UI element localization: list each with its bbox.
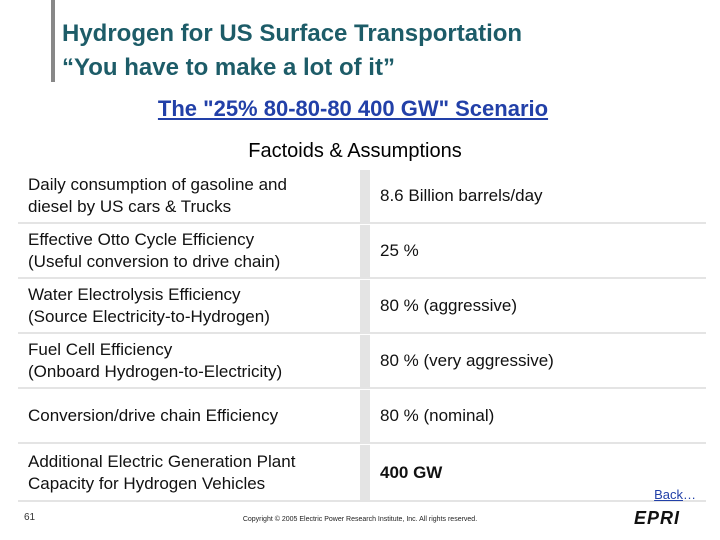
page-number: 61 [24, 512, 36, 523]
logo: EPRI [634, 508, 681, 528]
label-cell: Water Electrolysis Efficiency (Source El… [18, 280, 370, 332]
table-row: Fuel Cell Efficiency (Onboard Hydrogen-t… [18, 335, 706, 390]
value-cell: 80 % (aggressive) [370, 280, 706, 332]
value-cell: 80 % (very aggressive) [370, 335, 706, 387]
back-suffix: … [683, 487, 696, 502]
table-row: Water Electrolysis Efficiency (Source El… [18, 280, 706, 335]
back-link[interactable]: Back… [654, 487, 696, 502]
table-row: Conversion/drive chain Efficiency 80 % (n… [18, 390, 706, 445]
value-cell: 400 GW [370, 445, 706, 500]
label-cell: Effective Otto Cycle Efficiency (Useful … [18, 225, 370, 277]
title-line: “You have to make a lot of it” [62, 54, 395, 81]
table-row: Daily consumption of gasoline and diesel… [18, 170, 706, 225]
copyright: Copyright © 2005 Electric Power Research… [242, 516, 478, 523]
table-row: Additional Electric Generation Plant Cap… [18, 445, 706, 503]
value-cell: 80 % (nominal) [370, 390, 706, 442]
table: Daily consumption of gasoline and diesel… [18, 170, 706, 503]
subtitle: The "25% 80-80-80 400 GW" Scenario [157, 96, 549, 121]
label-cell: Fuel Cell Efficiency (Onboard Hydrogen-t… [18, 335, 370, 387]
title-line: Hydrogen for US Surface Transportation [62, 20, 523, 47]
table-caption: Factoids & Assumptions [248, 140, 462, 162]
label-cell: Additional Electric Generation Plant Cap… [18, 445, 370, 500]
value-cell: 8.6 Billion barrels/day [370, 170, 706, 222]
accent-bar [51, 0, 55, 82]
back-text[interactable]: Back [654, 487, 683, 502]
label-cell: Daily consumption of gasoline and diesel… [18, 170, 370, 222]
label-cell: Conversion/drive chain Efficiency [18, 390, 370, 442]
table-row: Effective Otto Cycle Efficiency (Useful … [18, 225, 706, 280]
value-cell: 25 % [370, 225, 706, 277]
